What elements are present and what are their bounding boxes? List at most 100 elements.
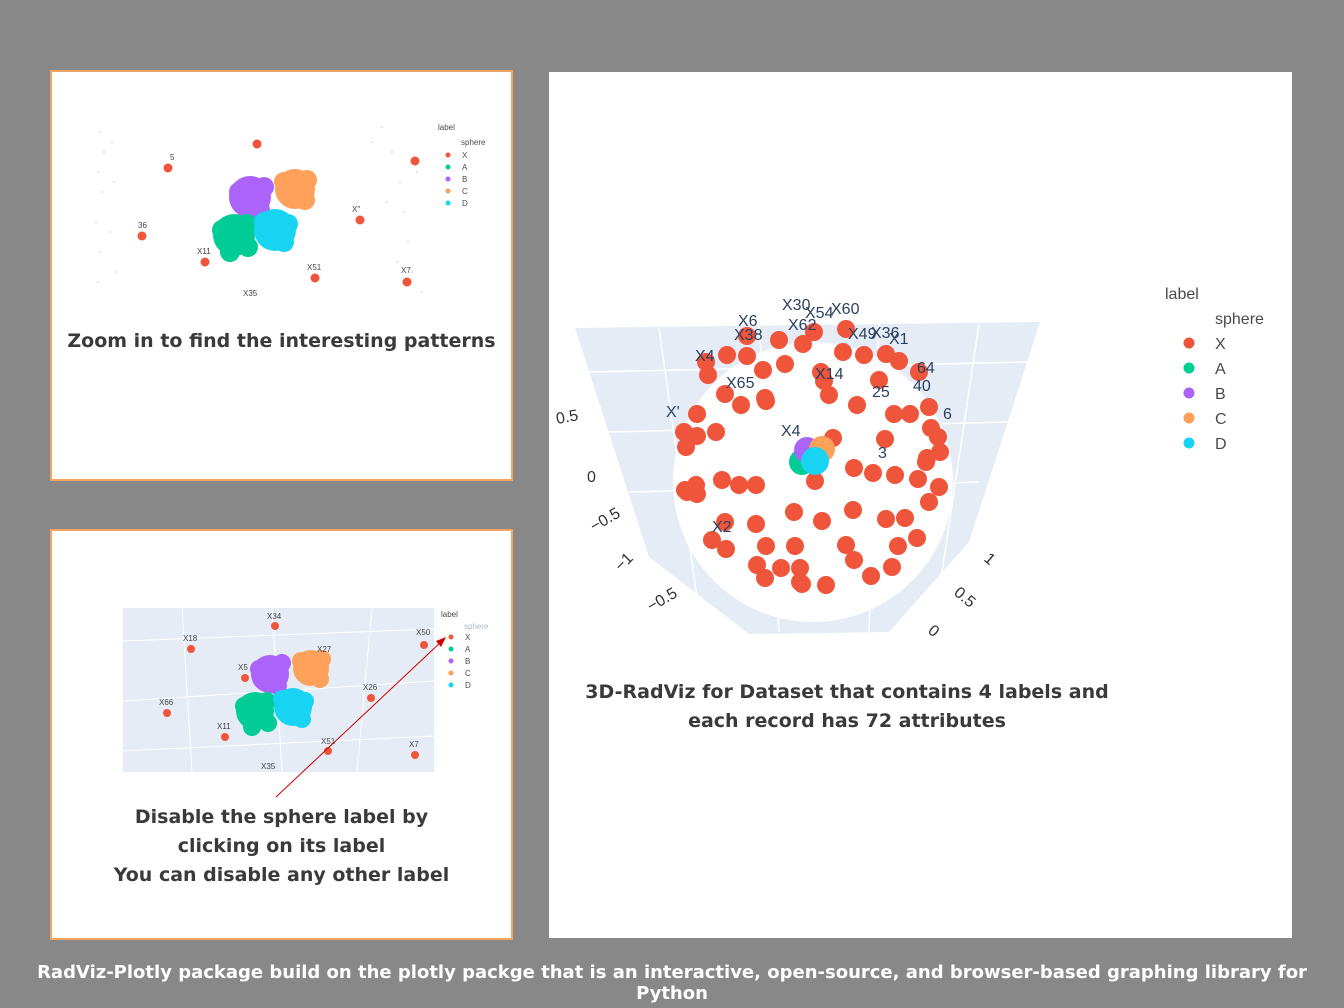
faint-grid-left (95, 131, 117, 283)
point-label: X7 (401, 266, 411, 275)
legend-item-x[interactable]: X (1183, 336, 1227, 353)
legend-item-x[interactable]: X (445, 151, 469, 160)
legend-item-c[interactable]: C (448, 669, 472, 678)
faint-grid-right (371, 126, 423, 293)
svg-text:label: label (438, 123, 455, 132)
svg-text:X4: X4 (781, 423, 801, 440)
footer-caption: RadViz-Plotly package build on the plotl… (37, 962, 1307, 1004)
legend-group-sphere[interactable]: sphere (464, 622, 489, 631)
svg-text:sphere: sphere (1215, 311, 1264, 328)
zoom-plot[interactable]: X11 X51 X35 X7 X" 36 5 label sphere X A … (52, 112, 511, 352)
point-labels: X30 X6 X54 X60 X62 X38 X49 X36 X1 X4 X14… (666, 297, 952, 536)
svg-text:C: C (1215, 411, 1227, 428)
svg-text:A: A (465, 645, 471, 654)
disable-caption: Disable the sphere label by clicking on … (113, 806, 450, 886)
svg-text:X: X (1215, 336, 1226, 353)
clusters (789, 436, 835, 475)
disable-panel: X34 X18 X50 X27 X5 X66 X26 X11 X51 X7 X3… (50, 529, 513, 940)
svg-text:40: 40 (913, 378, 931, 395)
legend: label sphere X A B C D (438, 123, 486, 208)
point-label: X50 (416, 628, 431, 637)
svg-text:C: C (465, 669, 471, 678)
svg-text:0.5: 0.5 (555, 407, 580, 428)
svg-text:C: C (462, 187, 468, 196)
cluster-d (254, 209, 298, 252)
point-label: X34 (267, 612, 282, 621)
point-label: X5 (238, 663, 248, 672)
svg-text:0: 0 (587, 469, 596, 486)
svg-text:X65: X65 (726, 375, 755, 392)
svg-text:0: 0 (924, 622, 942, 641)
svg-text:X6: X6 (738, 313, 758, 330)
legend-item-a[interactable]: A (445, 163, 469, 172)
point-label: X27 (317, 645, 332, 654)
legend-item-b[interactable]: B (445, 175, 468, 184)
point-label: X11 (217, 722, 231, 731)
zoom-panel: X11 X51 X35 X7 X" 36 5 label sphere X A … (50, 70, 513, 481)
cluster-a (235, 692, 277, 736)
x-points (675, 320, 949, 594)
x-points (137, 139, 420, 287)
svg-text:X': X' (666, 404, 680, 421)
cluster-b (229, 176, 274, 220)
svg-text:−0.5: −0.5 (645, 585, 681, 616)
svg-text:B: B (465, 657, 470, 666)
legend-item-d[interactable]: D (448, 681, 472, 690)
zoom-caption: Zoom in to find the interesting patterns (67, 330, 496, 352)
svg-text:X4: X4 (695, 348, 715, 365)
svg-text:X49: X49 (848, 326, 877, 343)
svg-text:X60: X60 (831, 301, 860, 318)
legend-item-d[interactable]: D (445, 199, 469, 208)
svg-text:3: 3 (878, 445, 887, 462)
svg-text:D: D (1215, 436, 1227, 453)
svg-text:sphere: sphere (461, 138, 486, 147)
legend: label sphere X A B C D (441, 610, 489, 690)
svg-text:X: X (465, 633, 471, 642)
point-label: X" (352, 205, 360, 214)
cluster-c (292, 650, 331, 688)
point-label: X51 (321, 737, 336, 746)
legend-item-a[interactable]: A (1183, 361, 1227, 378)
svg-text:X: X (462, 151, 468, 160)
radviz3d-plot[interactable]: 0.5 0 −0.5 −1 −0.5 1 0.5 0 (549, 72, 1292, 652)
legend-item-b[interactable]: B (1183, 386, 1226, 403)
svg-text:B: B (462, 175, 467, 184)
svg-text:1: 1 (980, 550, 998, 569)
svg-text:A: A (462, 163, 468, 172)
cluster-c (274, 169, 317, 210)
point-label: X66 (159, 698, 174, 707)
legend-item-d[interactable]: D (1183, 436, 1227, 453)
point-label: X35 (243, 289, 258, 298)
cluster-d (801, 447, 829, 475)
point-label: X18 (183, 634, 198, 643)
point-label: X35 (261, 762, 276, 771)
legend-item-c[interactable]: C (445, 187, 469, 196)
disable-plot[interactable]: X34 X18 X50 X27 X5 X66 X26 X11 X51 X7 X3… (52, 531, 511, 801)
svg-text:X62: X62 (788, 317, 817, 334)
radviz3d-caption: 3D-RadViz for Dataset that contains 4 la… (585, 681, 1109, 732)
point-label: X26 (363, 683, 378, 692)
point-label: 36 (138, 221, 147, 230)
radviz3d-panel: 0.5 0 −0.5 −1 −0.5 1 0.5 0 (549, 72, 1292, 938)
cluster-a (212, 214, 258, 262)
svg-text:X30: X30 (782, 297, 811, 314)
svg-text:X2: X2 (712, 519, 732, 536)
svg-text:X14: X14 (815, 366, 844, 383)
svg-text:6: 6 (943, 406, 952, 423)
svg-text:X36: X36 (871, 325, 900, 342)
legend-item-c[interactable]: C (1183, 411, 1227, 428)
svg-text:D: D (462, 199, 468, 208)
legend-item-x[interactable]: X (448, 633, 472, 642)
svg-text:X54: X54 (805, 305, 834, 322)
svg-text:−0.5: −0.5 (588, 505, 624, 536)
svg-text:X1: X1 (889, 331, 909, 348)
svg-text:A: A (1215, 361, 1226, 378)
cluster-d (273, 688, 314, 728)
legend-item-b[interactable]: B (448, 657, 471, 666)
svg-text:D: D (465, 681, 471, 690)
legend-item-a[interactable]: A (448, 645, 472, 654)
legend: label sphere X A B C D (1165, 286, 1264, 453)
point-label: X11 (197, 247, 211, 256)
point-label: X7 (409, 740, 419, 749)
svg-text:64: 64 (917, 360, 935, 377)
